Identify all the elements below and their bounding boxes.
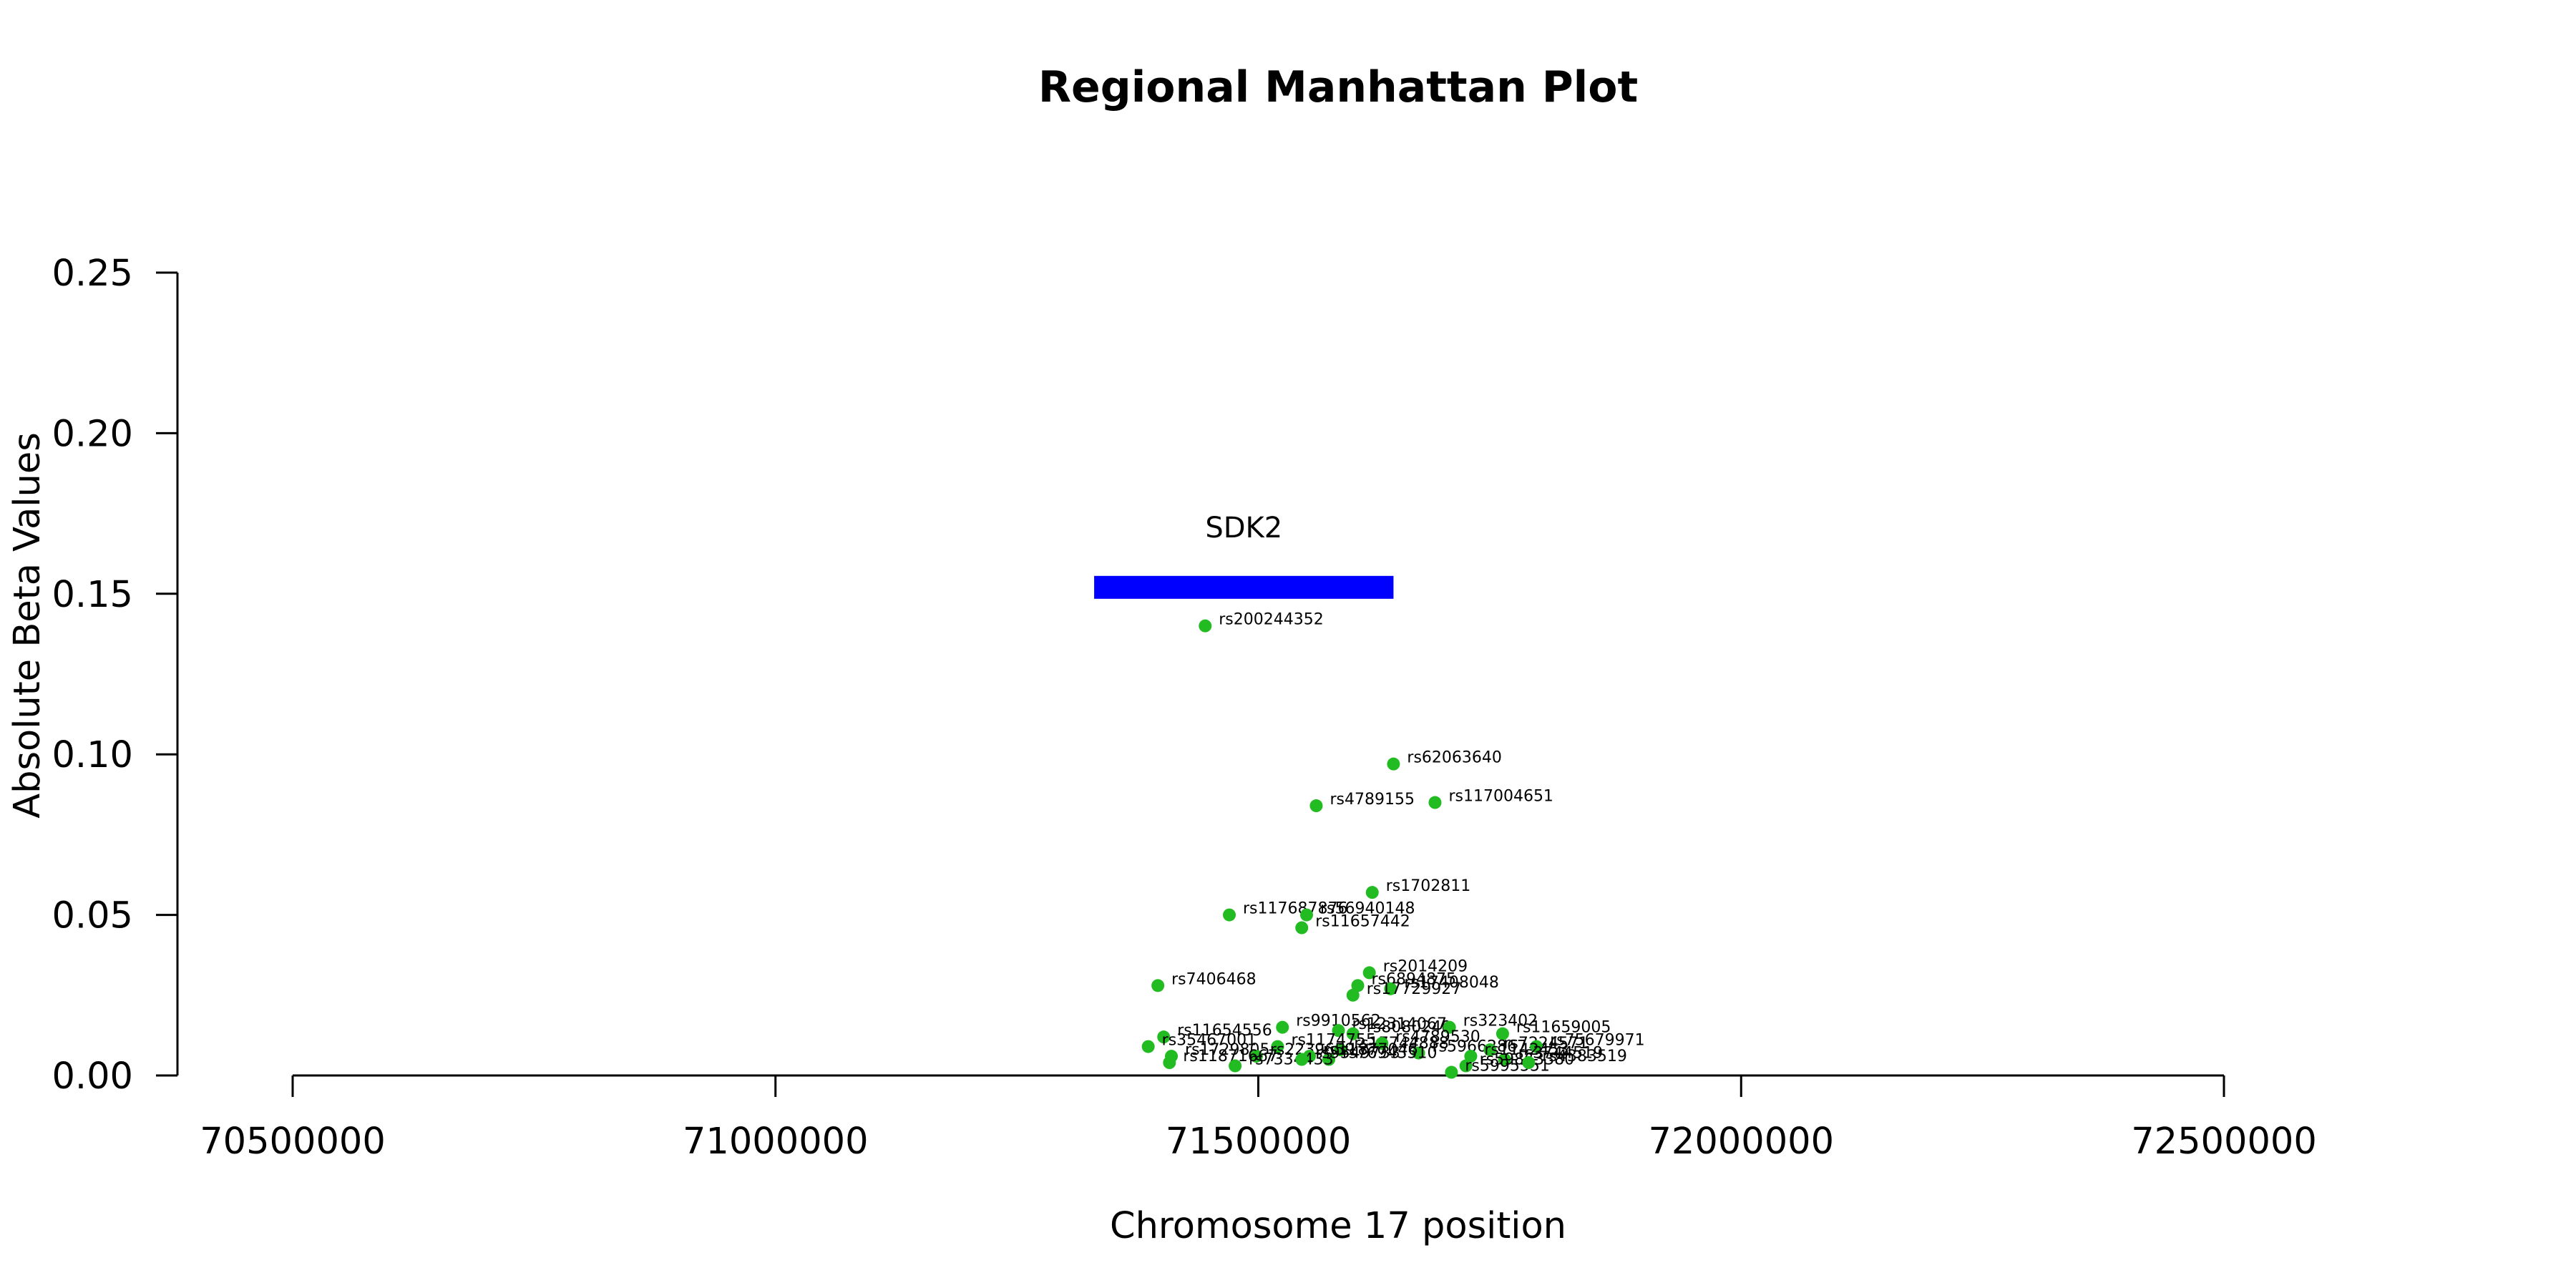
data-point xyxy=(1163,1056,1176,1070)
data-point xyxy=(1483,1043,1497,1057)
point-label: rs11654556 xyxy=(1177,1022,1272,1040)
point-label: rs7334433 xyxy=(1249,1051,1334,1069)
data-point xyxy=(1295,921,1309,935)
gene-annotation: SDK2 xyxy=(1094,512,1394,599)
data-point xyxy=(1295,1053,1309,1066)
data-point xyxy=(1384,982,1397,995)
point-label: rs17744888 xyxy=(1354,1035,1448,1053)
data-point xyxy=(1271,1040,1284,1053)
y-axis-label: Absolute Beta Values xyxy=(6,432,49,819)
data-point xyxy=(1151,979,1165,992)
chart-title: Regional Manhattan Plot xyxy=(1038,62,1638,112)
data-point xyxy=(1346,988,1360,1002)
y-tick-label: 0.25 xyxy=(52,253,133,295)
data-point xyxy=(1309,799,1323,813)
data-point xyxy=(1229,1059,1242,1073)
data-point xyxy=(1141,1040,1155,1053)
point-label: rs17729927 xyxy=(1367,980,1461,998)
data-point xyxy=(1346,1027,1360,1040)
point-label: rs2014209 xyxy=(1383,957,1468,975)
x-tick-label: 70500000 xyxy=(200,1121,386,1163)
data-point xyxy=(1445,1065,1458,1079)
data-point xyxy=(1459,1059,1473,1073)
y-tick-label: 0.15 xyxy=(52,574,133,616)
data-point xyxy=(1496,1027,1509,1040)
point-label: rs7224571 xyxy=(1503,1035,1589,1053)
data-point xyxy=(1199,619,1212,633)
data-point xyxy=(1443,1020,1456,1034)
point-label: rs117004651 xyxy=(1448,788,1553,806)
point-label: rs117687876 xyxy=(1243,900,1347,918)
point-label: rs76943510 xyxy=(1342,1045,1437,1063)
data-point xyxy=(1375,1037,1389,1050)
point-label: rs7406468 xyxy=(1171,970,1257,988)
data-point xyxy=(1332,1024,1345,1038)
point-label: rs75679971 xyxy=(1550,1032,1644,1050)
x-tick-label: 72500000 xyxy=(2131,1121,2317,1163)
point-label: rs62063640 xyxy=(1407,749,1501,767)
data-point xyxy=(1157,1030,1171,1044)
point-label: rs17408048 xyxy=(1404,974,1498,992)
gene-label: SDK2 xyxy=(1205,512,1282,545)
point-label: rs12314067 xyxy=(1352,1015,1447,1033)
point-label: rs1702811 xyxy=(1386,877,1471,895)
y-tick-label: 0.10 xyxy=(52,734,133,776)
x-axis-label: Chromosome 17 position xyxy=(1110,1205,1566,1247)
x-tick-label: 71000000 xyxy=(683,1121,869,1163)
data-point xyxy=(1223,908,1236,922)
point-label: rs323402 xyxy=(1463,1013,1538,1030)
data-point xyxy=(1334,1043,1347,1057)
point-label: rs1142453 xyxy=(1484,1041,1569,1059)
data-point xyxy=(1428,796,1442,809)
point-label: rs35467001 xyxy=(1162,1032,1257,1050)
gene-bar xyxy=(1094,575,1394,599)
x-tick-label: 72000000 xyxy=(1648,1121,1834,1163)
data-point xyxy=(1276,1020,1289,1034)
point-label: rs11877046 xyxy=(1323,1041,1418,1059)
point-label: rs56940148 xyxy=(1320,900,1415,918)
data-point xyxy=(1322,1053,1336,1066)
data-point xyxy=(1249,1050,1263,1063)
data-points: rs200244352 rs62063640 rs4789155 rs11700465… xyxy=(1141,611,1645,1079)
point-label: rs5995551 xyxy=(1465,1058,1549,1075)
data-point xyxy=(1351,979,1365,992)
x-tick-label: 71500000 xyxy=(1166,1121,1352,1163)
point-label: rs11657442 xyxy=(1315,913,1410,931)
y-axis-ticks: 0.00 0.05 0.10 0.15 0.20 0.25 xyxy=(52,253,177,1098)
data-point xyxy=(1522,1056,1536,1070)
point-label: rs200244352 xyxy=(1219,611,1323,629)
data-point xyxy=(1530,1040,1543,1053)
data-point xyxy=(1412,1046,1425,1060)
point-label: rs11659005 xyxy=(1516,1019,1611,1037)
point-label: rs4383519 xyxy=(1542,1048,1627,1065)
y-tick-label: 0.05 xyxy=(52,895,133,937)
y-tick-label: 0.00 xyxy=(52,1055,133,1098)
point-label: rs8080240 xyxy=(1367,1019,1452,1037)
data-point xyxy=(1464,1050,1478,1063)
point-label: rs1174755 xyxy=(1291,1032,1376,1050)
data-point xyxy=(1362,966,1376,980)
data-point xyxy=(1387,757,1400,771)
x-axis-ticks: 70500000 71000000 71500000 72000000 72500000 xyxy=(200,1075,2317,1163)
data-point xyxy=(1299,908,1313,922)
point-label: rs9549733 xyxy=(1315,1045,1400,1063)
data-point xyxy=(1365,886,1379,899)
point-label: rs59662867 xyxy=(1433,1038,1527,1056)
data-point xyxy=(1498,1053,1511,1066)
y-tick-label: 0.20 xyxy=(52,413,133,455)
point-label: rs4789155 xyxy=(1330,791,1415,809)
point-label: rs4789530 xyxy=(1395,1028,1480,1046)
